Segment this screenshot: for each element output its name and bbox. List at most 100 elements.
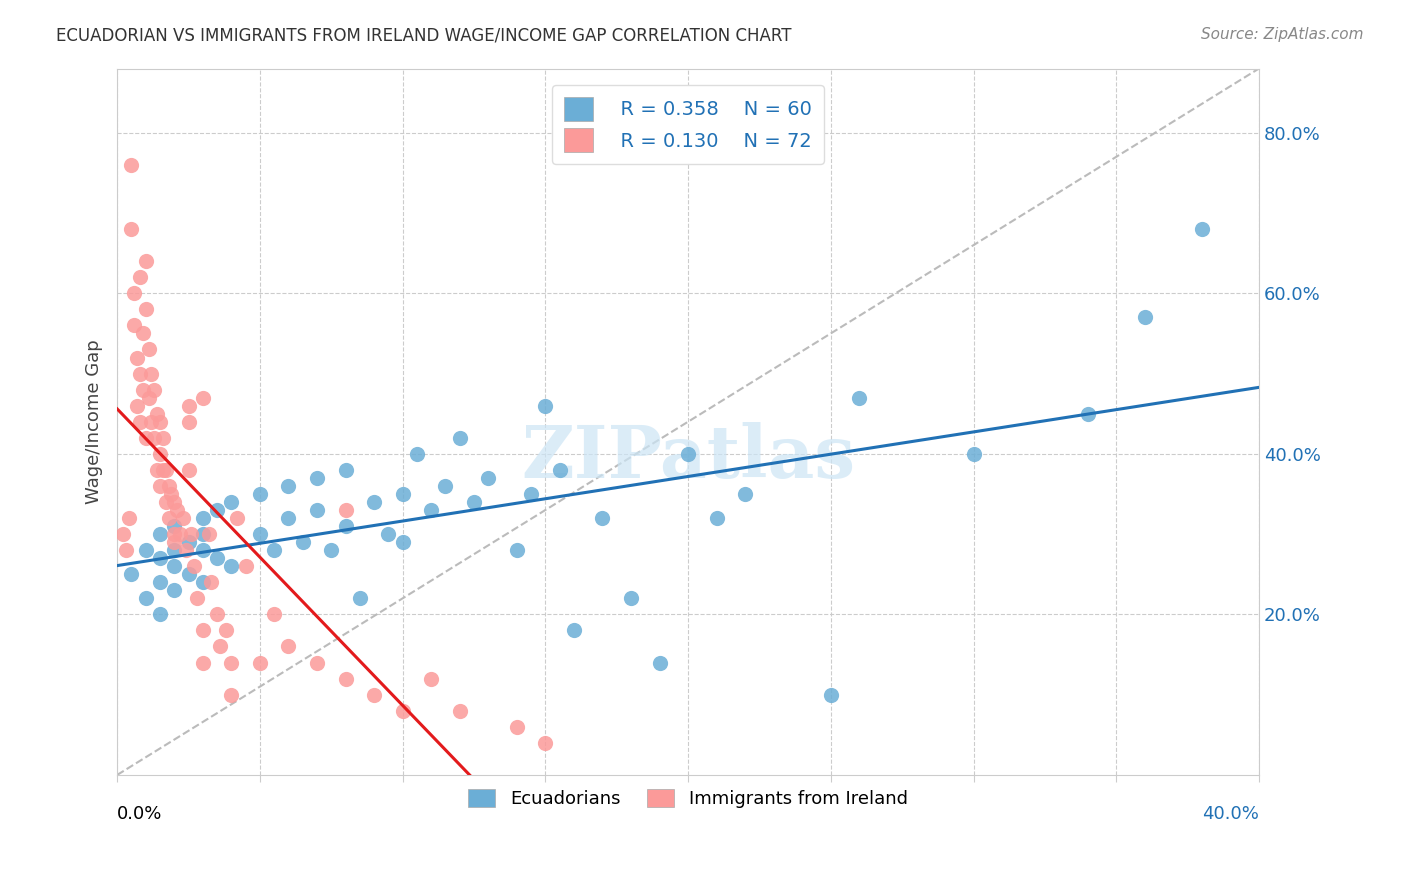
Point — [129, 270, 152, 285]
Point — [177, 415, 200, 429]
Point — [163, 535, 186, 549]
Point — [548, 463, 571, 477]
Point — [191, 624, 214, 638]
Point — [149, 607, 172, 622]
Point — [157, 479, 180, 493]
Point — [135, 302, 157, 317]
Point — [221, 559, 243, 574]
Point — [734, 487, 756, 501]
Point — [155, 463, 177, 477]
Point — [135, 591, 157, 606]
Point — [506, 543, 529, 558]
Point — [449, 704, 471, 718]
Point — [177, 535, 200, 549]
Point — [138, 343, 160, 357]
Point — [163, 495, 186, 509]
Point — [363, 688, 385, 702]
Point — [186, 591, 208, 606]
Point — [163, 583, 186, 598]
Point — [149, 575, 172, 590]
Point — [152, 463, 174, 477]
Point — [249, 656, 271, 670]
Point — [127, 399, 149, 413]
Point — [562, 624, 585, 638]
Point — [676, 447, 699, 461]
Point — [197, 527, 219, 541]
Point — [141, 367, 163, 381]
Point — [129, 367, 152, 381]
Y-axis label: Wage/Income Gap: Wage/Income Gap — [86, 339, 103, 504]
Point — [363, 495, 385, 509]
Point — [143, 383, 166, 397]
Point — [305, 656, 328, 670]
Point — [149, 527, 172, 541]
Point — [226, 511, 249, 525]
Point — [143, 431, 166, 445]
Point — [377, 527, 399, 541]
Point — [305, 471, 328, 485]
Text: 40.0%: 40.0% — [1202, 805, 1258, 823]
Point — [191, 511, 214, 525]
Point — [174, 543, 197, 558]
Point — [277, 640, 299, 654]
Point — [391, 487, 413, 501]
Point — [138, 391, 160, 405]
Point — [506, 720, 529, 734]
Point — [169, 527, 191, 541]
Point — [135, 431, 157, 445]
Point — [391, 704, 413, 718]
Point — [166, 503, 188, 517]
Point — [172, 511, 194, 525]
Point — [163, 519, 186, 533]
Point — [962, 447, 984, 461]
Point — [335, 519, 357, 533]
Point — [434, 479, 457, 493]
Point — [177, 463, 200, 477]
Point — [420, 672, 443, 686]
Point — [463, 495, 485, 509]
Point — [249, 487, 271, 501]
Point — [391, 535, 413, 549]
Point — [129, 415, 152, 429]
Legend: Ecuadorians, Immigrants from Ireland: Ecuadorians, Immigrants from Ireland — [461, 781, 915, 815]
Point — [205, 503, 228, 517]
Point — [321, 543, 343, 558]
Point — [121, 222, 143, 236]
Point — [149, 447, 172, 461]
Point — [191, 391, 214, 405]
Point — [449, 431, 471, 445]
Point — [124, 318, 146, 333]
Point — [534, 736, 557, 750]
Point — [160, 487, 183, 501]
Point — [420, 503, 443, 517]
Point — [149, 551, 172, 566]
Point — [114, 543, 136, 558]
Point — [305, 503, 328, 517]
Text: ECUADORIAN VS IMMIGRANTS FROM IRELAND WAGE/INCOME GAP CORRELATION CHART: ECUADORIAN VS IMMIGRANTS FROM IRELAND WA… — [56, 27, 792, 45]
Point — [191, 575, 214, 590]
Point — [335, 503, 357, 517]
Point — [200, 575, 222, 590]
Point — [591, 511, 613, 525]
Point — [249, 527, 271, 541]
Point — [1191, 222, 1213, 236]
Point — [180, 527, 202, 541]
Point — [620, 591, 643, 606]
Point — [191, 543, 214, 558]
Point — [263, 543, 285, 558]
Point — [121, 158, 143, 172]
Point — [406, 447, 429, 461]
Point — [1077, 407, 1099, 421]
Point — [335, 672, 357, 686]
Point — [208, 640, 231, 654]
Point — [221, 495, 243, 509]
Point — [135, 254, 157, 268]
Point — [163, 543, 186, 558]
Point — [163, 527, 186, 541]
Point — [111, 527, 134, 541]
Point — [191, 527, 214, 541]
Point — [291, 535, 314, 549]
Point — [820, 688, 842, 702]
Point — [335, 463, 357, 477]
Point — [520, 487, 543, 501]
